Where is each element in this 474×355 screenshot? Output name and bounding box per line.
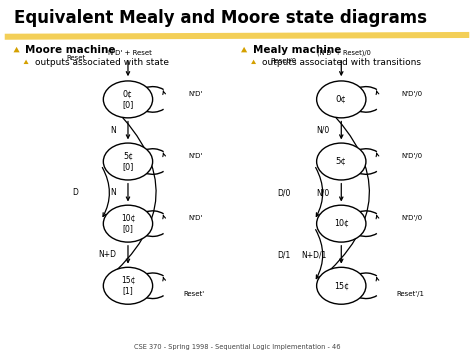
Text: D/0: D/0 bbox=[277, 188, 290, 197]
Text: N+D: N+D bbox=[98, 250, 116, 259]
FancyArrowPatch shape bbox=[316, 230, 323, 279]
Text: (N'D' + Reset)/0: (N'D' + Reset)/0 bbox=[317, 50, 371, 56]
Text: D/1: D/1 bbox=[277, 250, 290, 259]
FancyArrowPatch shape bbox=[376, 153, 379, 157]
Text: N'D'/0: N'D'/0 bbox=[401, 215, 423, 221]
FancyArrowPatch shape bbox=[339, 121, 343, 138]
FancyArrowPatch shape bbox=[163, 91, 165, 94]
Circle shape bbox=[103, 267, 153, 304]
Circle shape bbox=[317, 205, 366, 242]
Text: N'D'/0: N'D'/0 bbox=[401, 91, 423, 97]
Text: N/0: N/0 bbox=[316, 126, 329, 135]
Circle shape bbox=[103, 205, 153, 242]
FancyArrowPatch shape bbox=[163, 277, 165, 281]
FancyArrowPatch shape bbox=[339, 184, 343, 200]
Text: N: N bbox=[110, 126, 116, 135]
Text: 0¢: 0¢ bbox=[336, 95, 347, 104]
Polygon shape bbox=[13, 47, 19, 52]
Text: D: D bbox=[72, 188, 78, 197]
FancyArrowPatch shape bbox=[376, 215, 379, 219]
FancyArrowPatch shape bbox=[316, 168, 323, 217]
Text: Moore machine: Moore machine bbox=[25, 45, 116, 55]
Circle shape bbox=[103, 143, 153, 180]
Polygon shape bbox=[5, 32, 469, 40]
FancyArrowPatch shape bbox=[126, 61, 130, 75]
Text: 5¢: 5¢ bbox=[336, 157, 347, 166]
Text: outputs associated with transitions: outputs associated with transitions bbox=[262, 58, 421, 67]
FancyArrowPatch shape bbox=[126, 246, 130, 262]
Circle shape bbox=[317, 143, 366, 180]
Text: N+D/1: N+D/1 bbox=[301, 250, 327, 259]
Text: Reset': Reset' bbox=[183, 291, 205, 296]
FancyArrowPatch shape bbox=[163, 153, 165, 157]
Polygon shape bbox=[241, 47, 247, 52]
Text: Reset'/1: Reset'/1 bbox=[397, 291, 425, 296]
FancyArrowPatch shape bbox=[339, 61, 343, 75]
Text: Reset/0: Reset/0 bbox=[270, 59, 296, 64]
Text: N/0: N/0 bbox=[316, 188, 329, 197]
Text: N'D': N'D' bbox=[188, 215, 202, 221]
Text: 10¢
[0]: 10¢ [0] bbox=[121, 214, 135, 233]
FancyArrowPatch shape bbox=[102, 168, 109, 217]
Polygon shape bbox=[251, 60, 256, 64]
FancyArrowPatch shape bbox=[376, 91, 379, 94]
FancyArrowPatch shape bbox=[126, 121, 130, 138]
FancyArrowPatch shape bbox=[376, 277, 379, 281]
FancyArrowPatch shape bbox=[126, 184, 130, 200]
FancyArrowPatch shape bbox=[339, 246, 343, 262]
Text: outputs associated with state: outputs associated with state bbox=[35, 58, 169, 67]
Text: 5¢
[0]: 5¢ [0] bbox=[122, 152, 134, 171]
Text: 15¢: 15¢ bbox=[334, 281, 349, 290]
Text: 0¢
[0]: 0¢ [0] bbox=[122, 90, 134, 109]
FancyArrowPatch shape bbox=[163, 215, 165, 219]
Text: N'D': N'D' bbox=[188, 91, 202, 97]
Circle shape bbox=[317, 267, 366, 304]
Text: Reset: Reset bbox=[66, 55, 85, 61]
Text: CSE 370 - Spring 1998 - Sequential Logic Implementation - 46: CSE 370 - Spring 1998 - Sequential Logic… bbox=[134, 344, 340, 350]
Circle shape bbox=[317, 81, 366, 118]
Text: Equivalent Mealy and Moore state diagrams: Equivalent Mealy and Moore state diagram… bbox=[14, 9, 427, 27]
Text: 10¢: 10¢ bbox=[334, 219, 349, 228]
Text: Mealy machine: Mealy machine bbox=[253, 45, 341, 55]
Text: N'D'/0: N'D'/0 bbox=[401, 153, 423, 159]
Text: N: N bbox=[110, 188, 116, 197]
Circle shape bbox=[103, 81, 153, 118]
Text: N'D': N'D' bbox=[188, 153, 202, 159]
FancyArrowPatch shape bbox=[319, 108, 369, 280]
Text: 15¢
[1]: 15¢ [1] bbox=[121, 276, 135, 295]
Polygon shape bbox=[24, 60, 28, 64]
Text: N'D' + Reset: N'D' + Reset bbox=[109, 50, 152, 56]
FancyArrowPatch shape bbox=[105, 108, 156, 280]
